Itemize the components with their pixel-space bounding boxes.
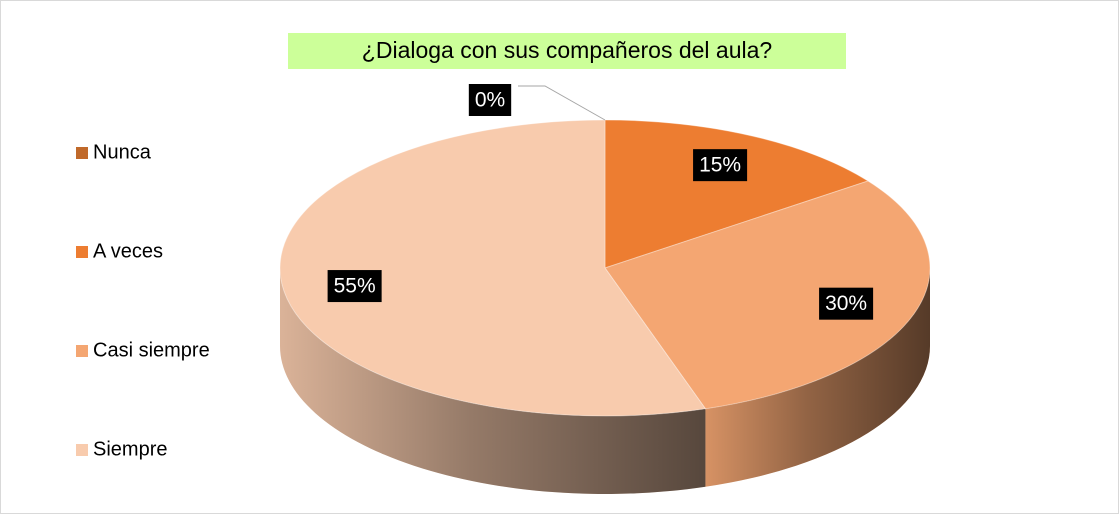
legend-swatch: [76, 147, 88, 159]
legend-swatch: [76, 345, 88, 357]
legend-label: A veces: [93, 240, 163, 262]
data-label-background: [468, 84, 512, 116]
data-label-background: [819, 287, 874, 320]
data-label-background: [327, 270, 382, 303]
pie-side-shade: [279, 268, 706, 495]
legend-swatch: [76, 444, 88, 456]
legend-label: Casi siempre: [93, 339, 210, 361]
data-label: 55%: [334, 275, 376, 298]
chart-title: ¿Dialoga con sus compañeros del aula?: [362, 37, 772, 63]
pie-side-shade: [705, 268, 930, 487]
data-label-background: [693, 149, 748, 182]
leader-line: [518, 85, 606, 121]
pie-slice: [279, 119, 707, 417]
title-background: [288, 33, 846, 69]
pie-slice: [604, 119, 870, 269]
legend-label: Siempre: [93, 438, 167, 460]
legend-label: Nunca: [93, 141, 152, 163]
data-label: 30%: [825, 292, 867, 315]
legend-swatch: [76, 246, 88, 258]
pie-slice: [604, 180, 931, 410]
data-label: 0%: [475, 89, 505, 112]
data-label: 15%: [699, 154, 741, 177]
